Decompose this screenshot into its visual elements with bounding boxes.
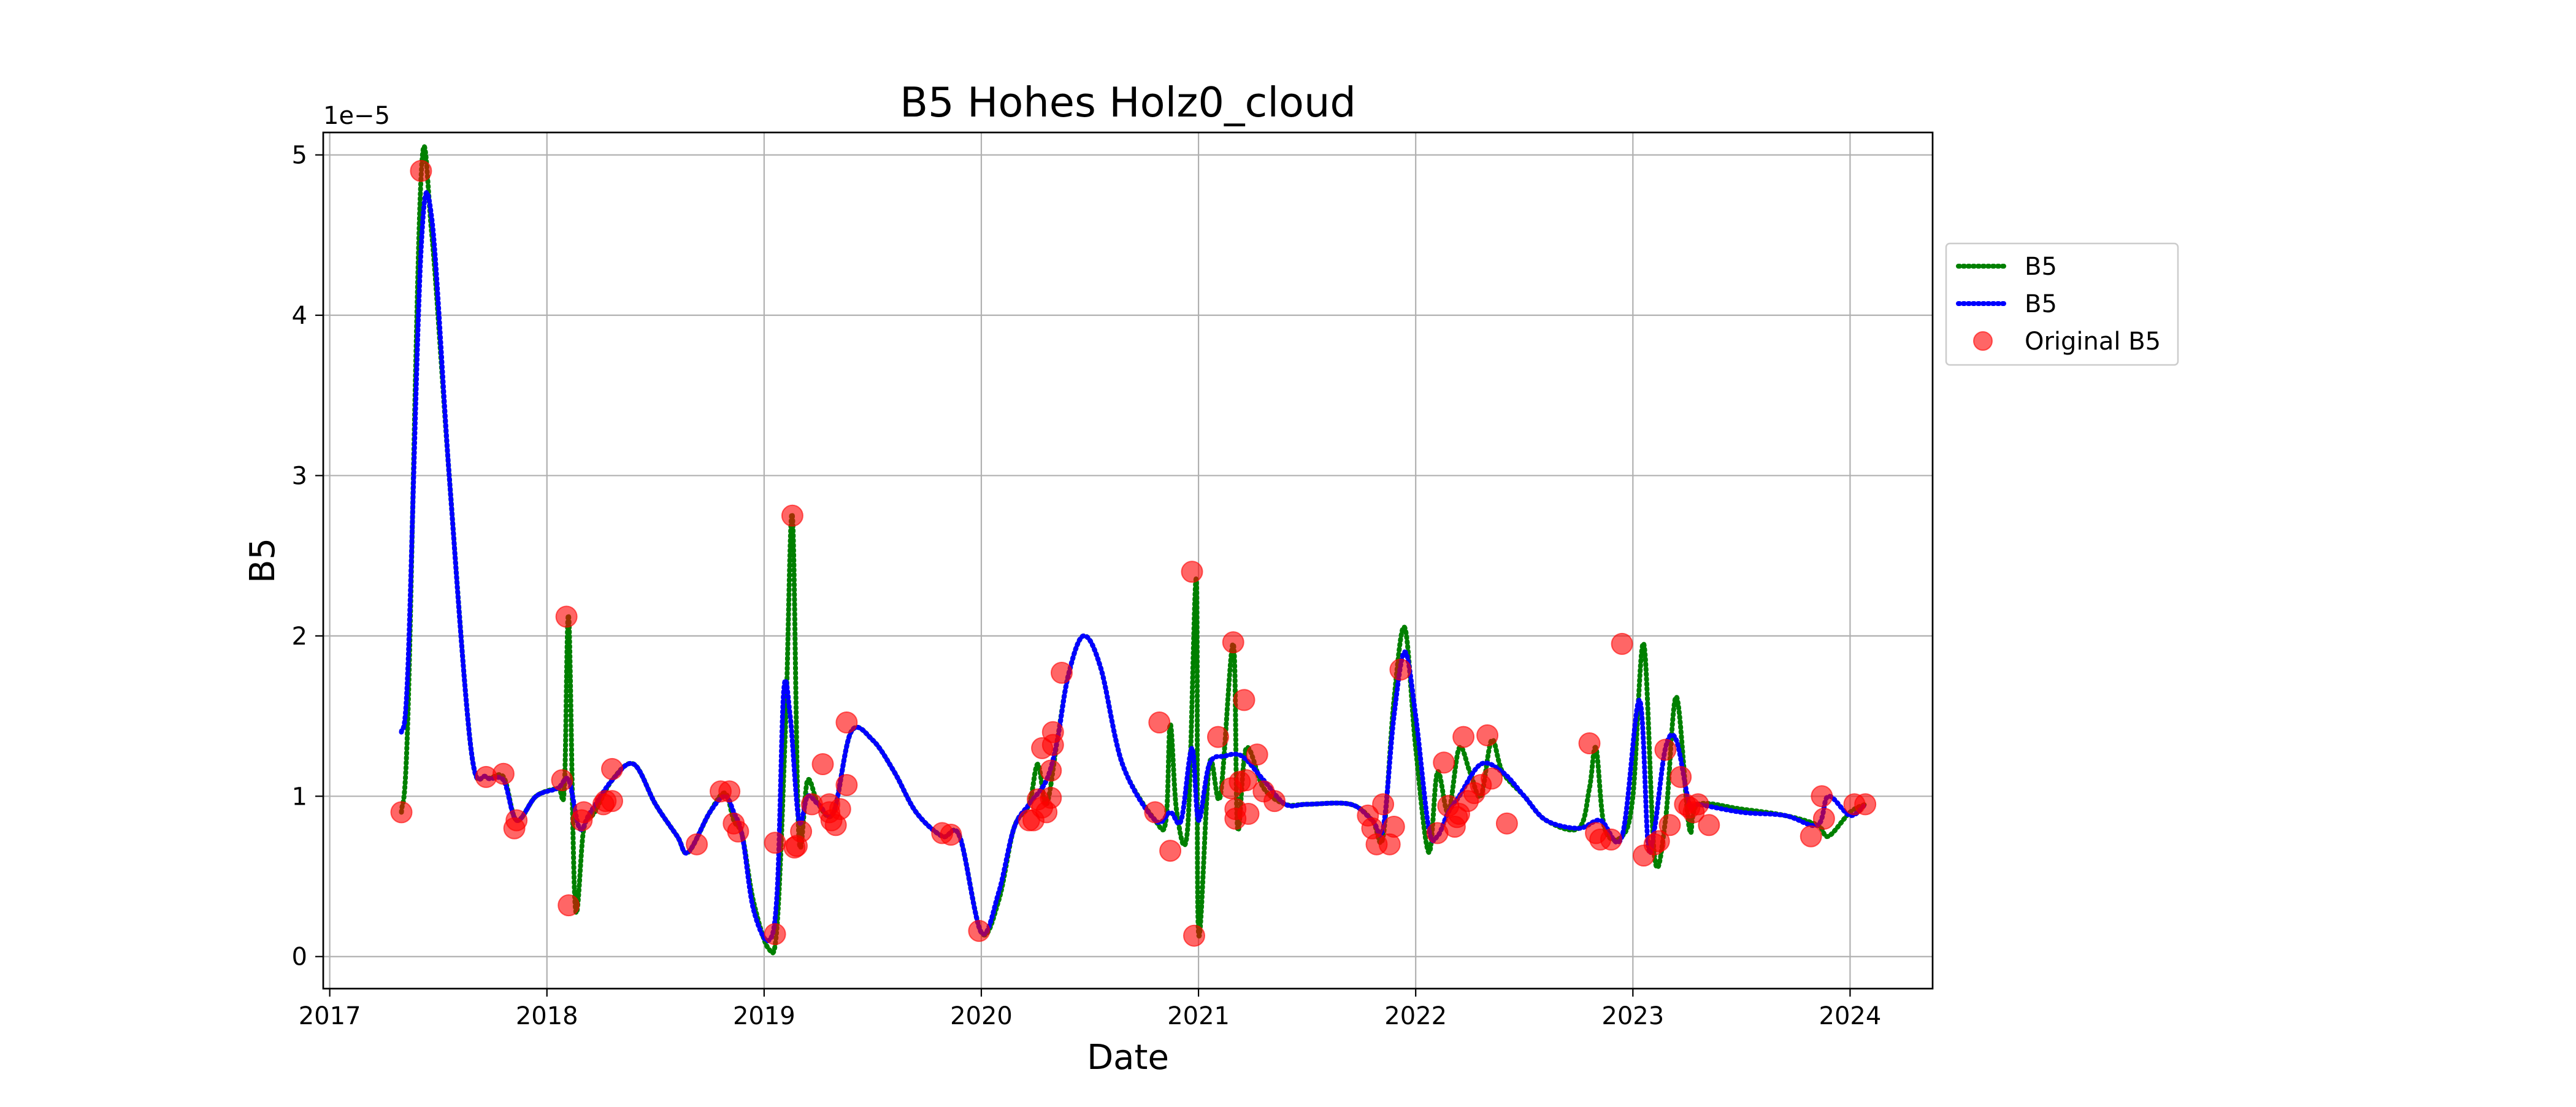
x-axis-title: Date xyxy=(1087,1038,1169,1078)
legend-swatch-marker xyxy=(1973,331,1993,351)
data-point xyxy=(1040,759,1062,782)
data-point xyxy=(1687,793,1709,816)
data-point xyxy=(1433,751,1455,774)
y-tick-label: 0 xyxy=(292,943,307,971)
x-tick-label: 2022 xyxy=(1384,1002,1447,1030)
data-point xyxy=(686,833,708,856)
data-point xyxy=(1476,724,1499,746)
data-point xyxy=(1481,767,1503,790)
data-point xyxy=(555,605,578,628)
data-point xyxy=(1040,786,1062,809)
data-point xyxy=(410,159,432,182)
data-point xyxy=(1159,840,1182,862)
tick-labels: 2017 2018 2019 2020 2021 2022 2023 2024 0 1 2 3 4 5 xyxy=(292,142,1882,1030)
data-point xyxy=(790,820,813,843)
data-point xyxy=(1372,793,1395,816)
y-axis-offset-text: 1e−5 xyxy=(323,102,390,130)
plot-frame xyxy=(322,131,1934,990)
y-tick-label: 3 xyxy=(292,462,307,490)
data-point xyxy=(1654,738,1677,761)
data-point xyxy=(601,757,623,780)
x-tick-label: 2020 xyxy=(950,1002,1013,1030)
data-point xyxy=(1144,801,1167,824)
data-point xyxy=(764,832,786,854)
legend: B5 B5 Original B5 xyxy=(1945,242,2179,366)
x-tick-label: 2021 xyxy=(1167,1002,1230,1030)
data-point xyxy=(727,820,749,843)
x-tick-label: 2023 xyxy=(1601,1002,1664,1030)
data-point xyxy=(1495,812,1518,835)
y-tick-label: 4 xyxy=(292,302,307,330)
data-point xyxy=(811,753,834,775)
data-point xyxy=(1812,807,1835,830)
data-point xyxy=(390,801,413,824)
data-point xyxy=(829,798,851,821)
x-tick-label: 2017 xyxy=(299,1002,361,1030)
data-point xyxy=(1658,814,1681,837)
data-point xyxy=(968,919,991,942)
data-point xyxy=(1800,825,1822,848)
data-point xyxy=(940,824,962,846)
data-point xyxy=(1452,726,1475,748)
axes xyxy=(322,131,1934,990)
y-tick-label: 5 xyxy=(292,142,307,170)
data-point xyxy=(1181,561,1203,583)
legend-box xyxy=(1945,242,2179,366)
x-tick-label: 2019 xyxy=(733,1002,795,1030)
data-point xyxy=(1811,785,1833,808)
data-point xyxy=(601,790,623,813)
legend-label: B5 xyxy=(2025,253,2057,281)
data-point xyxy=(1600,828,1622,851)
data-point xyxy=(781,504,803,527)
grid xyxy=(323,132,1933,989)
y-tick-label: 2 xyxy=(292,622,307,651)
data-point xyxy=(1382,816,1405,838)
data-point xyxy=(1698,814,1720,837)
data-point xyxy=(1611,632,1633,655)
y-tick-label: 1 xyxy=(292,783,307,811)
data-point xyxy=(764,923,786,946)
plot-area xyxy=(323,132,1933,989)
data-point xyxy=(1051,662,1073,684)
data-point xyxy=(1389,658,1412,681)
data-point xyxy=(1222,631,1244,654)
legend-label: B5 xyxy=(2025,290,2057,318)
data-point xyxy=(1148,711,1171,734)
data-point xyxy=(1235,769,1257,792)
data-point xyxy=(1041,721,1064,743)
data-point xyxy=(1647,830,1670,852)
y-axis-title: B5 xyxy=(243,538,283,583)
data-point xyxy=(1578,732,1601,754)
chart-title: B5 Hohes Holz0_cloud xyxy=(900,79,1356,126)
scatter-group xyxy=(390,159,1877,947)
data-point xyxy=(1183,924,1205,947)
data-point xyxy=(1233,689,1255,711)
data-point xyxy=(505,809,528,832)
data-point xyxy=(1207,726,1229,748)
data-point xyxy=(551,769,573,792)
data-point xyxy=(1246,743,1268,766)
data-point xyxy=(835,711,858,734)
data-point xyxy=(572,801,595,824)
x-tick-label: 2018 xyxy=(516,1002,578,1030)
data-point xyxy=(835,774,858,796)
x-tick-label: 2024 xyxy=(1819,1002,1882,1030)
legend-label: Original B5 xyxy=(2025,328,2161,356)
data-point xyxy=(558,894,580,917)
data-point xyxy=(718,780,741,803)
data-point xyxy=(1669,765,1692,788)
data-point xyxy=(1263,790,1286,813)
data-point xyxy=(1237,803,1260,825)
data-point xyxy=(492,762,515,785)
data-point xyxy=(1854,793,1877,816)
